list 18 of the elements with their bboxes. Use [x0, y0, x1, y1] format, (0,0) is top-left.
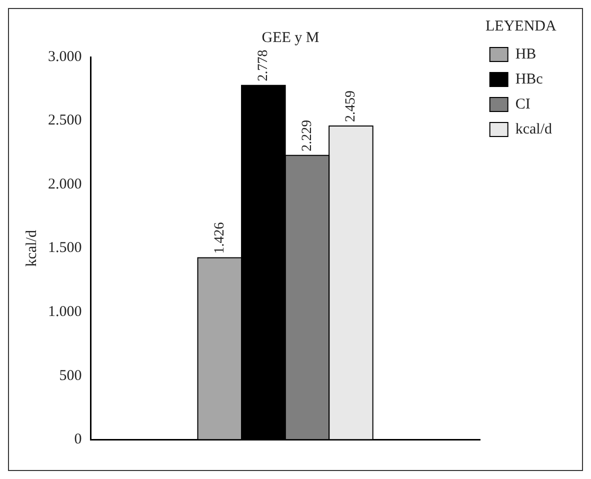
- data-label: 2.229: [300, 120, 315, 152]
- y-tick-label: 500: [59, 368, 82, 384]
- legend-title: LEYENDA: [486, 18, 556, 34]
- data-label: 2.459: [344, 90, 359, 122]
- y-tick-label: 3.000: [48, 48, 82, 65]
- y-tick-label: 1.500: [48, 240, 82, 256]
- legend-label: HBc: [515, 71, 544, 88]
- y-tick-label: 1.000: [48, 304, 82, 320]
- y-tick-label: 2.500: [48, 112, 82, 129]
- y-axis-title: kcal/d: [24, 229, 40, 267]
- data-label: 1.426: [212, 222, 228, 254]
- legend-label: CI: [515, 96, 530, 112]
- data-label: 2.778: [256, 50, 272, 82]
- chart-title: GEE y M: [262, 30, 320, 46]
- legend-label: kcal/d: [515, 121, 552, 138]
- y-tick-label: 0: [74, 432, 82, 448]
- y-tick-label: 2.000: [48, 176, 82, 192]
- legend-label: HB: [515, 46, 536, 62]
